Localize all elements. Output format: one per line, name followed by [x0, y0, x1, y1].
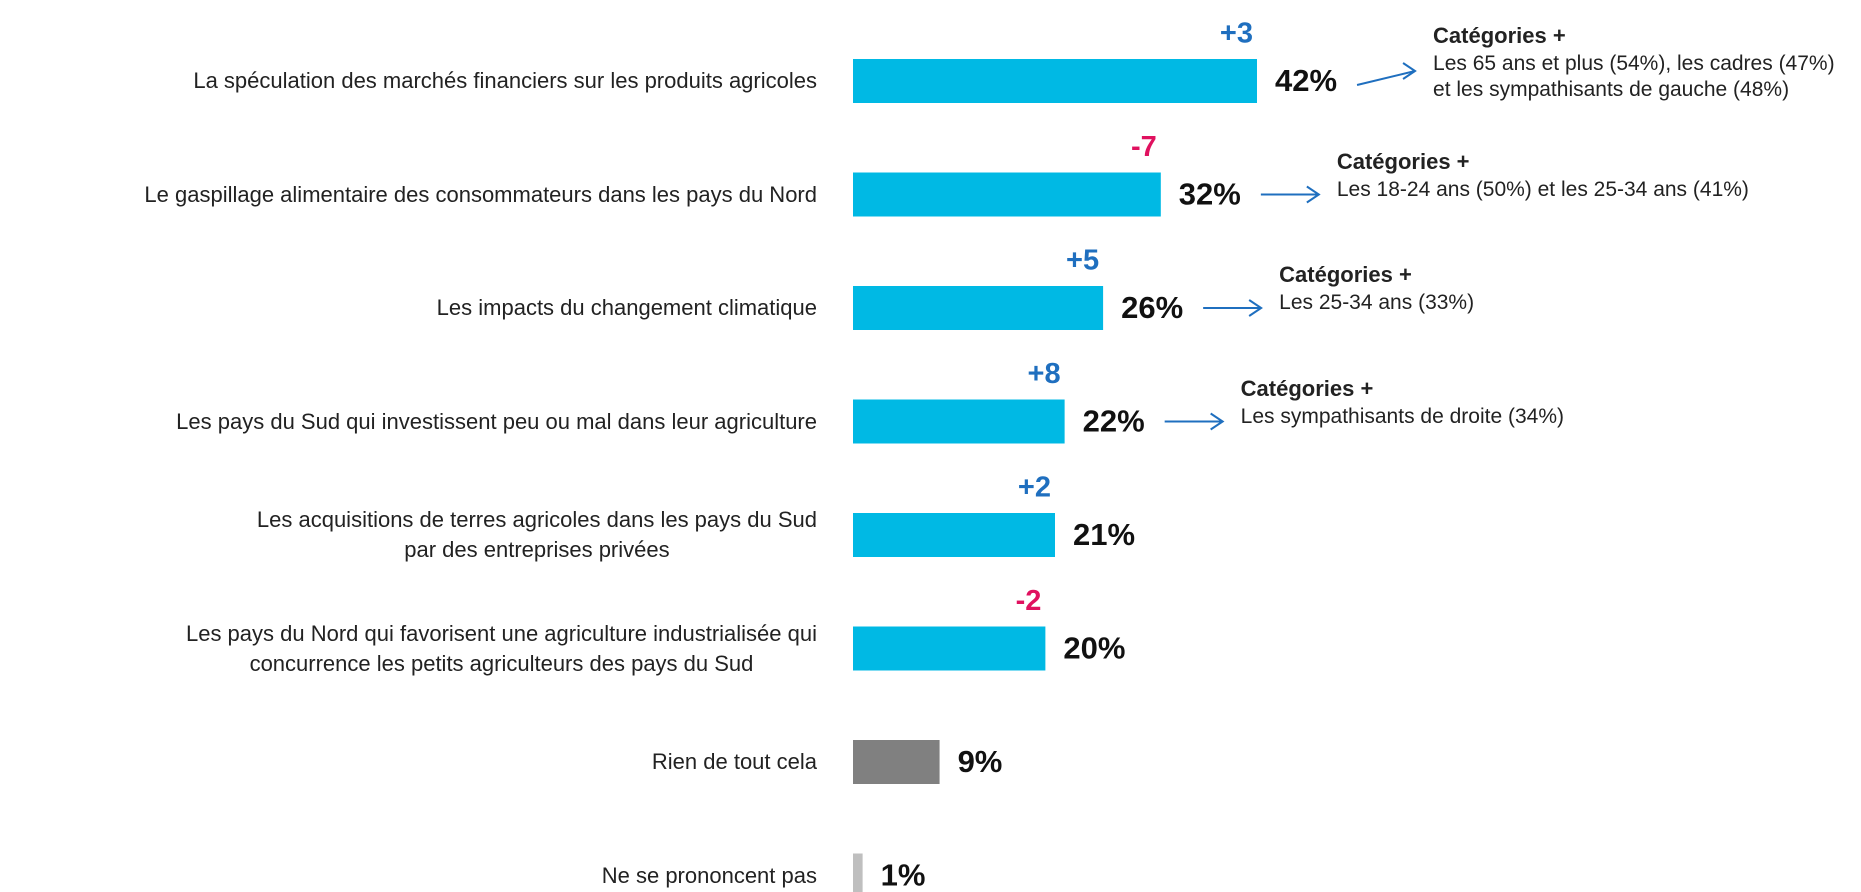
note-title: Catégories + [1336, 148, 1470, 174]
bar [853, 286, 1104, 330]
bar [853, 399, 1065, 444]
note-text: Les 65 ans et plus (54%), les cadres (47… [1433, 52, 1835, 101]
change-label: +8 [1028, 358, 1061, 390]
note-title: Catégories + [1240, 375, 1374, 401]
change-label: +2 [1018, 472, 1051, 504]
category-label: Ne se prononcent pas [601, 862, 817, 888]
value-label: 22% [1083, 404, 1145, 439]
value-label: 32% [1179, 177, 1241, 212]
arrow-head [1248, 299, 1263, 317]
change-label: -7 [1131, 131, 1157, 163]
arrow [1356, 70, 1416, 86]
note-text: Les 25-34 ans (33%) [1279, 291, 1475, 314]
bar [853, 626, 1046, 671]
category-label: Les impacts du changement climatique [436, 295, 817, 320]
bar [853, 740, 940, 784]
note-text: Les sympathisants de droite (34%) [1240, 404, 1564, 428]
note-title: Catégories + [1279, 262, 1412, 287]
category-label: La spéculation des marchés financiers su… [193, 68, 817, 93]
category-label: Les pays du Sud qui investissent peu ou … [176, 408, 817, 434]
category-label: Rien de tout cela [651, 749, 817, 774]
value-label: 20% [1063, 631, 1125, 666]
bar [853, 59, 1257, 103]
change-label: +5 [1066, 245, 1099, 277]
change-label: -2 [1016, 585, 1042, 617]
arrow-head [1402, 62, 1417, 80]
value-label: 1% [881, 858, 926, 892]
bar [853, 513, 1055, 557]
note-text: Les 18-24 ans (50%) et les 25-34 ans (41… [1336, 177, 1749, 201]
value-label: 26% [1121, 290, 1183, 325]
bar [853, 853, 863, 892]
arrow-head [1306, 185, 1321, 204]
arrow-head [1210, 412, 1225, 431]
note-title: Catégories + [1433, 23, 1566, 48]
category-label: Les acquisitions de terres agricoles dan… [256, 507, 817, 562]
bar [853, 172, 1161, 217]
value-label: 21% [1073, 517, 1135, 552]
change-label: +3 [1220, 18, 1253, 50]
value-label: 42% [1275, 63, 1337, 98]
category-label: Le gaspillage alimentaire des consommate… [144, 181, 817, 207]
value-label: 9% [958, 744, 1003, 779]
category-label: Les pays du Nord qui favorisent une agri… [185, 620, 817, 676]
